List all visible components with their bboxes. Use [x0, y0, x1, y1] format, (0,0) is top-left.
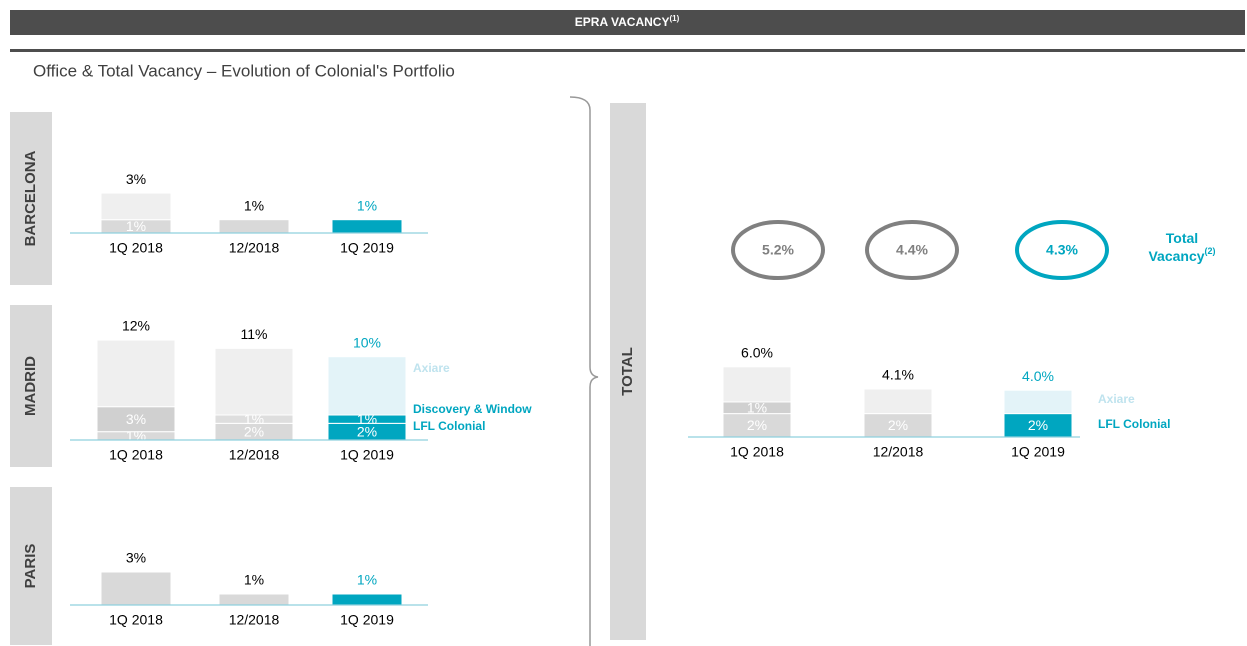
bar-segment — [218, 219, 290, 234]
vacancy-title-line: Total — [1166, 230, 1198, 246]
panel-label-box — [10, 112, 52, 285]
legend-entry: Axiare — [413, 361, 450, 375]
x-tick-label: 1Q 2019 — [340, 240, 394, 256]
segment-label: 2% — [888, 417, 908, 433]
subtitle: Office & Total Vacancy – Evolution of Co… — [33, 61, 455, 80]
vacancy-label: 4.3% — [1046, 242, 1078, 258]
total-label: 1% — [244, 572, 264, 588]
segment-label: 2% — [244, 423, 264, 439]
panel-label-box — [610, 103, 646, 640]
legend-entry: Discovery & Window — [413, 402, 532, 416]
panel-label-box — [10, 305, 52, 467]
vacancy-circle — [731, 220, 825, 280]
bar-segment — [331, 219, 403, 234]
panel-label: TOTAL — [619, 347, 636, 396]
segment-label: 1% — [126, 218, 146, 234]
bar-segment — [100, 571, 172, 606]
total-label: 1% — [244, 197, 264, 213]
segment-label: 2% — [357, 423, 377, 439]
brace — [569, 96, 599, 646]
vacancy-title: Total — [1166, 230, 1198, 246]
x-tick-label: 1Q 2018 — [109, 447, 163, 463]
title: EPRA VACANCY — [575, 15, 670, 29]
total-label: 4.1% — [882, 367, 914, 383]
bar-segment — [863, 388, 933, 415]
panel-label: BARCELONA — [22, 150, 39, 246]
x-tick-label: 1Q 2018 — [109, 240, 163, 256]
title-note: (1) — [669, 14, 679, 23]
total-label: 6.0% — [741, 345, 773, 361]
bar-segment — [96, 339, 176, 408]
x-tick-label: 12/2018 — [873, 444, 924, 460]
legend-entry: LFL Colonial — [413, 419, 485, 433]
bar-segment — [214, 347, 294, 416]
total-label: 1% — [357, 572, 377, 588]
x-tick-label: 1Q 2019 — [340, 447, 394, 463]
legend-entry: Axiare — [1098, 392, 1135, 406]
x-tick-label: 12/2018 — [229, 612, 280, 628]
vacancy-label: 4.4% — [896, 242, 928, 258]
total-label: 10% — [353, 334, 381, 350]
bar-segment — [331, 593, 403, 606]
panel-label-box — [10, 487, 52, 645]
segment-label: 2% — [1028, 417, 1048, 433]
x-tick-label: 1Q 2018 — [730, 444, 784, 460]
segment-label: 2% — [747, 417, 767, 433]
vacancy-label: 5.2% — [762, 242, 794, 258]
panel-label: PARIS — [22, 544, 39, 589]
segment-label: 1% — [747, 399, 767, 415]
total-label: 3% — [126, 550, 146, 566]
total-label: 1% — [357, 197, 377, 213]
bar-segment — [1003, 389, 1073, 415]
x-tick-label: 1Q 2019 — [340, 612, 394, 628]
total-label: 11% — [241, 326, 268, 342]
header-rule — [10, 49, 1245, 52]
x-tick-label: 1Q 2018 — [109, 612, 163, 628]
vacancy-circle — [1015, 220, 1109, 280]
header-bar — [10, 10, 1245, 35]
bar-segment — [722, 366, 792, 403]
bar-segment — [96, 406, 176, 433]
x-tick-label: 12/2018 — [229, 240, 280, 256]
bar-segment — [327, 356, 407, 416]
header-title: EPRA VACANCY(1) — [575, 14, 680, 30]
segment-label: 3% — [126, 411, 146, 427]
panel-label: MADRID — [22, 356, 39, 416]
total-label: 4.0% — [1022, 368, 1054, 384]
vacancy-title-note: (2) — [1205, 246, 1216, 256]
vacancy-title-line: Vacancy — [1148, 248, 1204, 264]
x-tick-label: 12/2018 — [229, 447, 280, 463]
bar-segment — [100, 192, 172, 221]
legend-entry: LFL Colonial — [1098, 417, 1170, 431]
total-label: 3% — [126, 171, 146, 187]
total-label: 12% — [122, 318, 150, 334]
bar-segment — [218, 593, 290, 606]
vacancy-circle — [865, 220, 959, 280]
x-tick-label: 1Q 2019 — [1011, 444, 1065, 460]
vacancy-title: Vacancy(2) — [1148, 246, 1215, 263]
